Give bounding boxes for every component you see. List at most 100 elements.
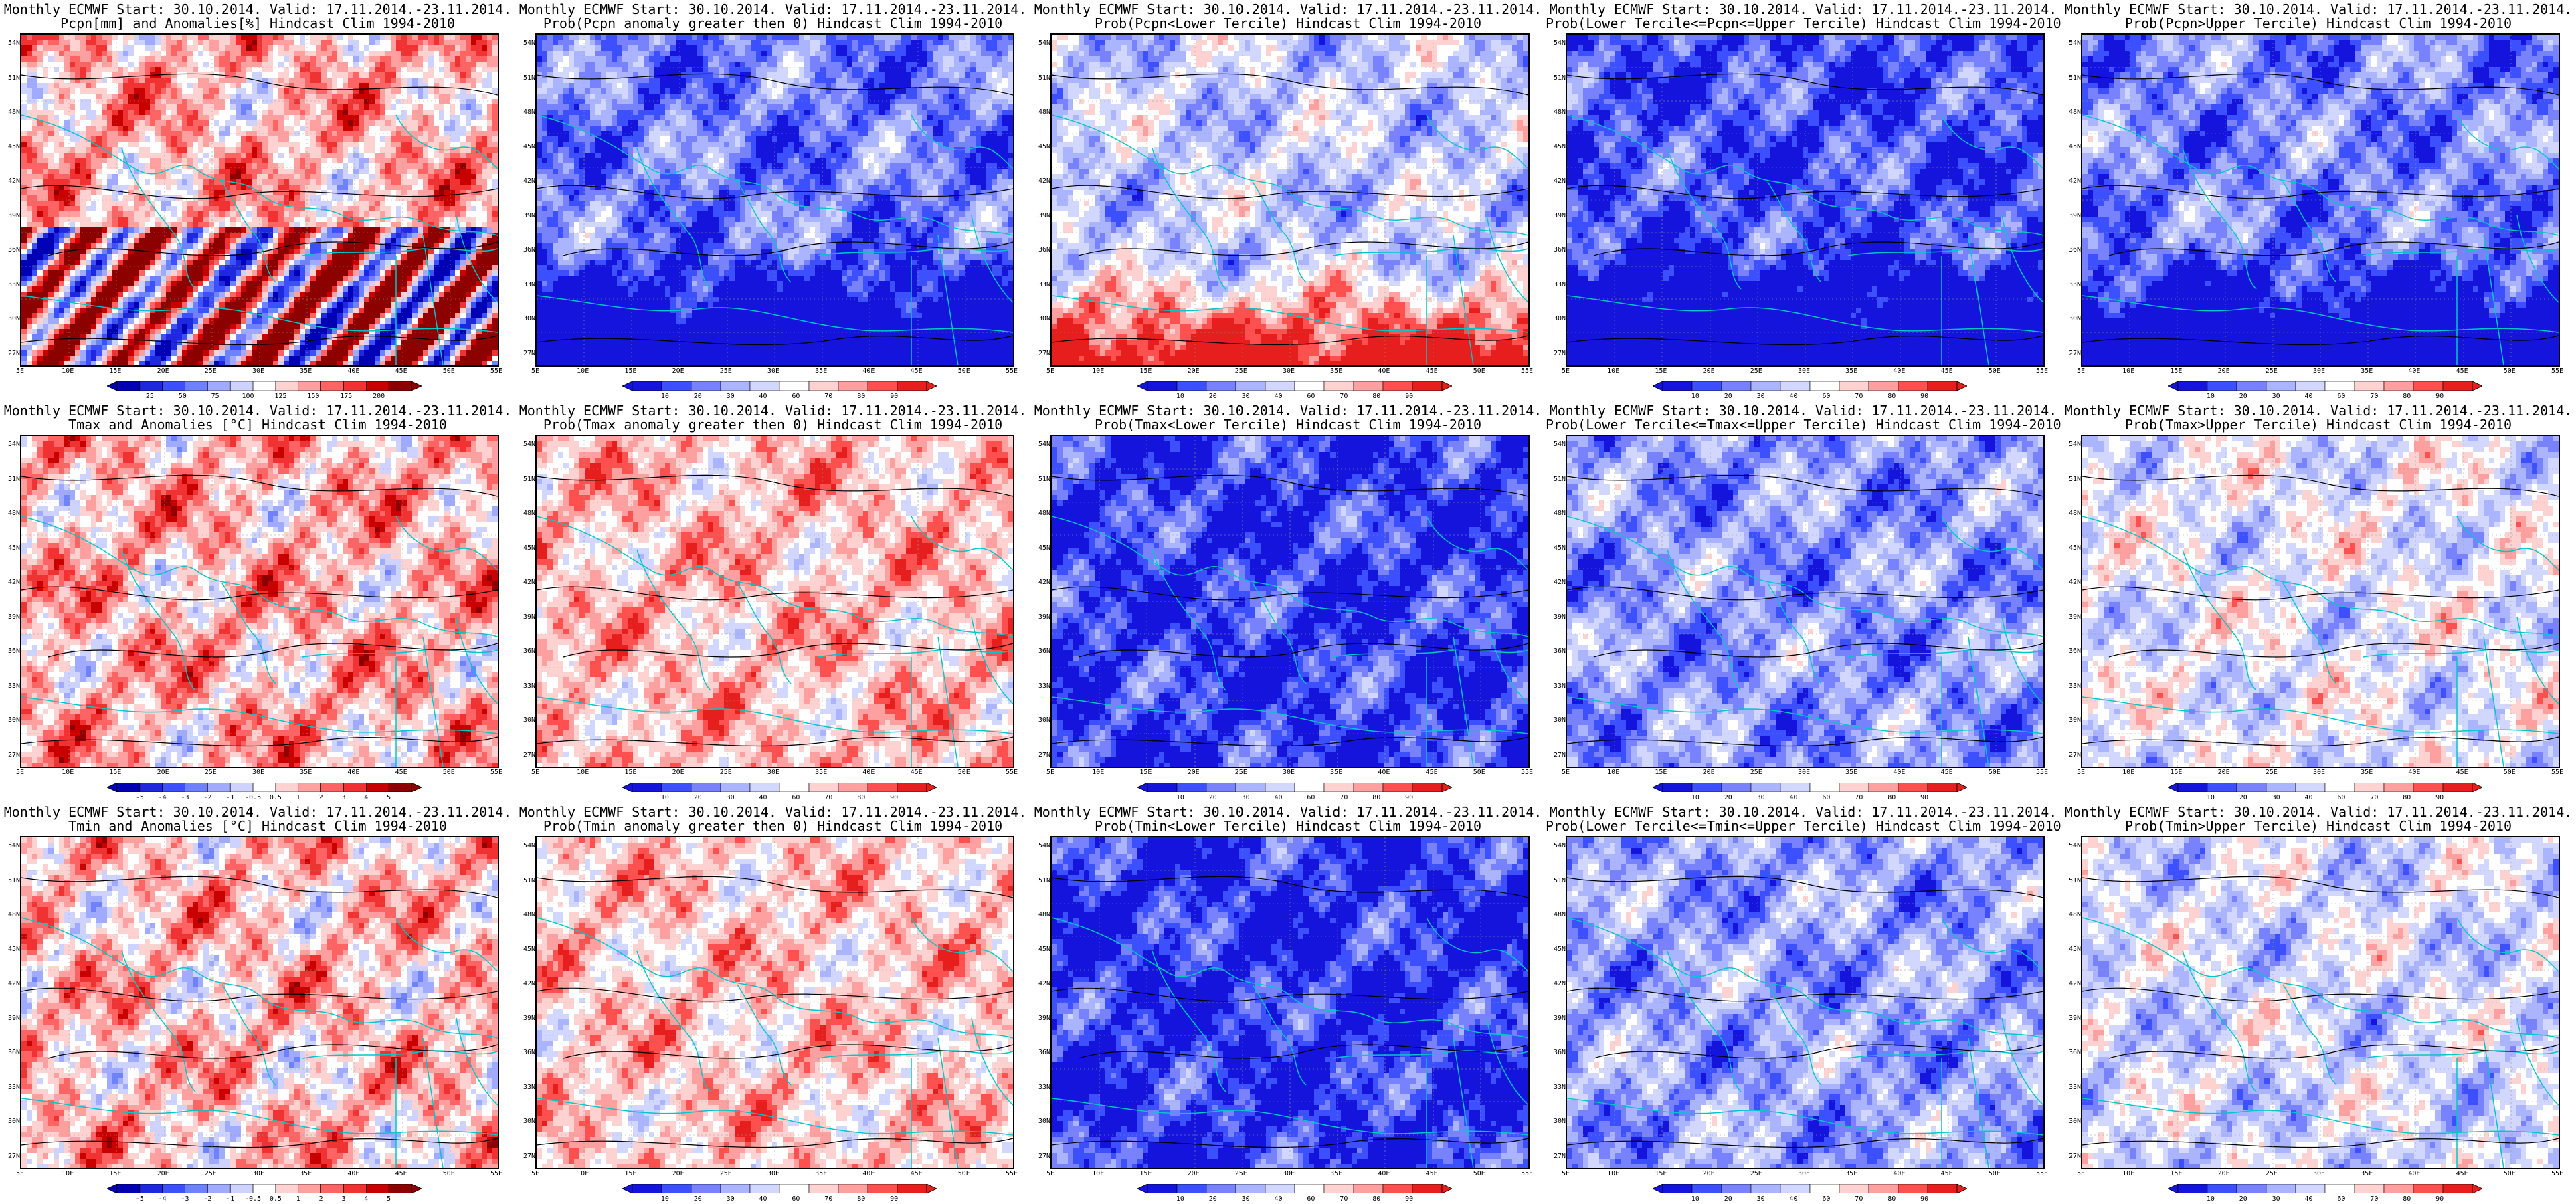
colorbar-tick-label: 20	[2239, 795, 2247, 801]
longitude-label: 40E	[1893, 769, 1905, 776]
longitude-label: 35E	[1330, 1171, 1342, 1177]
longitude-label: 15E	[1655, 1171, 1667, 1177]
forecast-map	[20, 836, 499, 1169]
colorbar-tick-label: -2	[203, 795, 211, 801]
longitude-label: 45E	[2456, 769, 2468, 776]
latitude-label: 33N	[1548, 683, 1566, 690]
latitude-label: 51N	[1033, 476, 1050, 483]
forecast-map	[1050, 33, 1530, 367]
longitude-label: 40E	[1378, 769, 1390, 776]
colorbar-tick-label: 5	[387, 1196, 391, 1203]
longitude-label: 10E	[62, 368, 74, 375]
latitude-label: 51N	[1548, 878, 1566, 884]
latitude-label: 54N	[1033, 40, 1050, 47]
latitude-label: 42N	[3, 579, 20, 586]
forecast-map	[1566, 33, 2045, 367]
map-field	[21, 436, 498, 767]
forecast-map	[2081, 33, 2560, 367]
colorbar-tick-label: -0.5	[245, 1196, 261, 1203]
panel-title-line2: Prob(Tmax<Lower Tercile) Hindcast Clim 1…	[1030, 418, 1546, 432]
longitude-label: 25E	[2266, 368, 2278, 375]
colorbar-tick-label: 20	[694, 795, 702, 801]
colorbar-tick-label: 80	[857, 393, 865, 400]
latitude-label: 27N	[1033, 350, 1050, 357]
colorbar	[1137, 381, 1452, 391]
panel-title-line1: Monthly ECMWF Start: 30.10.2014. Valid: …	[515, 3, 1030, 17]
latitude-label: 39N	[3, 614, 20, 621]
colorbar-tick-label: 1	[296, 795, 300, 801]
latitude-label: 36N	[3, 648, 20, 655]
longitude-label: 10E	[2122, 368, 2134, 375]
colorbar-tick-label: 60	[2337, 1196, 2345, 1203]
map-field	[1567, 436, 2043, 767]
panel-title-line1: Monthly ECMWF Start: 30.10.2014. Valid: …	[0, 805, 515, 819]
longitude-label: 20E	[1188, 368, 1200, 375]
colorbar-tick-label: 10	[1691, 1196, 1699, 1203]
panel-title-line2: Prob(Pcpn>Upper Tercile) Hindcast Clim 1…	[2061, 17, 2576, 31]
colorbar-tick-label: 30	[1757, 795, 1765, 801]
colorbar-tick-label: 80	[1372, 795, 1380, 801]
colorbar-tick-label: 30	[1757, 1196, 1765, 1203]
colorbar-tick-label: 80	[857, 1196, 865, 1203]
panel-title-line1: Monthly ECMWF Start: 30.10.2014. Valid: …	[2061, 404, 2576, 418]
latitude-label: 30N	[1548, 1118, 1566, 1125]
forecast-map	[2081, 435, 2560, 768]
colorbar	[1137, 1184, 1452, 1193]
longitude-label: 10E	[1092, 1171, 1104, 1177]
latitude-label: 54N	[518, 843, 535, 849]
latitude-label: 39N	[2063, 614, 2081, 621]
colorbar-tick-label: 40	[2305, 795, 2313, 801]
longitude-label: 15E	[109, 769, 121, 776]
longitude-label: 20E	[157, 368, 169, 375]
colorbar-tick-label: 3	[341, 795, 345, 801]
latitude-label: 39N	[2063, 1015, 2081, 1022]
longitude-label: 10E	[1607, 1171, 1619, 1177]
latitude-label: 54N	[1548, 843, 1566, 849]
longitude-label: 5E	[2077, 368, 2085, 375]
longitude-label: 40E	[347, 1171, 359, 1177]
colorbar-tick-label: 40	[759, 1196, 767, 1203]
latitude-label: 36N	[1548, 247, 1566, 254]
longitude-label: 30E	[1283, 368, 1295, 375]
forecast-map	[535, 33, 1014, 367]
latitude-label: 48N	[518, 510, 535, 517]
map-field	[2082, 436, 2559, 767]
longitude-label: 55E	[490, 769, 502, 776]
latitude-label: 33N	[2063, 1084, 2081, 1091]
latitude-label: 30N	[3, 717, 20, 724]
latitude-label: 36N	[1548, 1049, 1566, 1056]
latitude-label: 33N	[1548, 1084, 1566, 1091]
colorbar	[107, 783, 422, 792]
longitude-label: 25E	[720, 1171, 732, 1177]
longitude-label: 50E	[2504, 368, 2516, 375]
latitude-label: 30N	[518, 1118, 535, 1125]
longitude-label: 35E	[815, 1171, 827, 1177]
longitude-label: 25E	[1235, 368, 1247, 375]
colorbar-tick-label: 20	[694, 1196, 702, 1203]
latitude-label: 27N	[1033, 752, 1050, 759]
colorbar-tick-label: 40	[1275, 1196, 1283, 1203]
latitude-label: 36N	[1033, 1049, 1050, 1056]
latitude-label: 48N	[1033, 912, 1050, 918]
latitude-label: 30N	[1033, 316, 1050, 322]
colorbar-tick-label: 90	[2435, 393, 2444, 400]
colorbar-tick-label: 3	[341, 1196, 345, 1203]
longitude-label: 45E	[395, 769, 407, 776]
colorbar-tick-label: 60	[2337, 393, 2345, 400]
colorbar-tick-label: 125	[274, 393, 286, 400]
colorbar-tick-label: 30	[727, 1196, 735, 1203]
longitude-label: 40E	[1378, 368, 1390, 375]
latitude-label: 42N	[3, 178, 20, 185]
longitude-label: 35E	[2361, 769, 2373, 776]
longitude-label: 30E	[1798, 1171, 1810, 1177]
latitude-label: 51N	[1548, 476, 1566, 483]
colorbar-tick-label: 20	[1724, 393, 1732, 400]
latitude-label: 42N	[2063, 981, 2081, 987]
colorbar-tick-label: 70	[824, 1196, 832, 1203]
colorbar-tick-label: 10	[1691, 795, 1699, 801]
forecast-panel: Monthly ECMWF Start: 30.10.2014. Valid: …	[0, 0, 515, 401]
longitude-label: 25E	[1235, 769, 1247, 776]
colorbar-tick-label: 90	[890, 393, 898, 400]
colorbar-tick-label: 10	[661, 795, 669, 801]
longitude-label: 20E	[2218, 368, 2230, 375]
